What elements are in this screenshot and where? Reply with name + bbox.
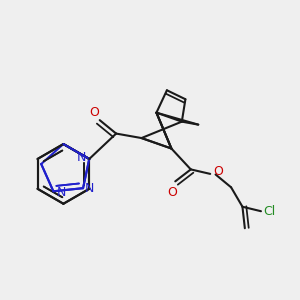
Text: Cl: Cl	[263, 205, 276, 218]
Text: O: O	[167, 186, 177, 199]
Text: N: N	[85, 182, 94, 195]
Text: O: O	[89, 106, 99, 118]
Text: N: N	[76, 151, 86, 164]
Text: N: N	[57, 186, 66, 199]
Text: O: O	[213, 165, 223, 178]
